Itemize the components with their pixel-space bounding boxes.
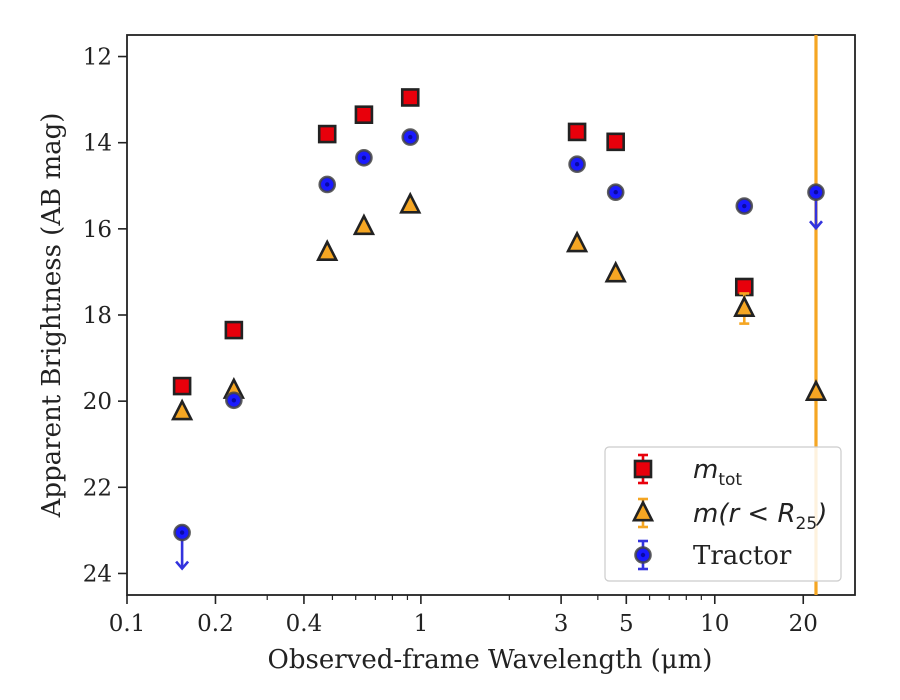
marker-core [231,398,237,403]
marker-core [640,552,646,558]
data-point-square [172,376,192,396]
legend-box [604,446,842,582]
y-tick-label: 16 [83,217,112,243]
data-point-triangle [604,260,627,283]
data-marks [170,35,828,595]
marker-core [179,530,185,535]
x-tick-label: 5 [619,611,634,637]
x-tick-label: 20 [789,611,818,637]
data-point-triangle [399,191,422,214]
data-point-square [400,88,420,107]
legend-marker-square [633,459,653,479]
marker-core [613,190,618,195]
y-tick-label: 24 [83,561,112,587]
x-tick-label: 1 [414,611,429,637]
data-point-triangle [352,213,376,236]
y-tick-label: 22 [83,475,112,501]
x-tick-label: 0.4 [286,611,323,637]
legend-marker-triangle [631,499,655,522]
data-point-triangle [804,379,828,401]
marker-core [813,190,819,195]
series-square-group [172,88,754,396]
legend-entry: m(r < R25) [631,497,827,534]
marker-core [408,134,413,140]
legend: mtot m(r < R25) Tractor [604,446,842,582]
marker-core [325,182,330,187]
data-point-triangle [170,398,194,421]
legend-entry: mtot [633,453,742,490]
data-point-square [606,132,625,152]
legend-label: m(r < R25) [693,499,827,534]
x-tick-label: 10 [700,611,729,637]
y-tick-label: 12 [83,45,112,71]
x-axis-label: Observed-frame Wavelength (μm) [268,645,713,675]
data-point-triangle [733,295,756,317]
legend-label: Tractor [693,541,792,571]
y-axis-label: Apparent Brightness (AB mag) [37,113,67,519]
legend-entry: Tractor [634,539,792,571]
x-tick-label: 0.1 [109,611,146,637]
upper-limit-arrowhead [809,220,823,231]
marker-core [574,162,580,167]
series-circle-group [173,128,825,571]
data-point-square [567,122,587,142]
data-point-square [224,320,244,340]
y-tick-label: 14 [83,131,112,157]
legend-label: mtot [693,455,742,490]
y-tick-label: 18 [83,303,112,329]
data-point-triangle [565,230,589,253]
marker-core [361,155,367,160]
marker-core [742,203,747,209]
data-point-square [317,124,337,144]
axes: 0.1 0.2 0.4 1 3 5 10 20 12 14 16 18 20 22 24 [83,34,856,637]
data-point-square [354,105,374,124]
x-tick-label: 3 [554,611,569,637]
y-tick-label: 20 [83,389,112,415]
data-point-triangle [316,239,339,261]
x-tick-label: 0.2 [197,611,234,637]
upper-limit-arrowhead [175,560,190,571]
